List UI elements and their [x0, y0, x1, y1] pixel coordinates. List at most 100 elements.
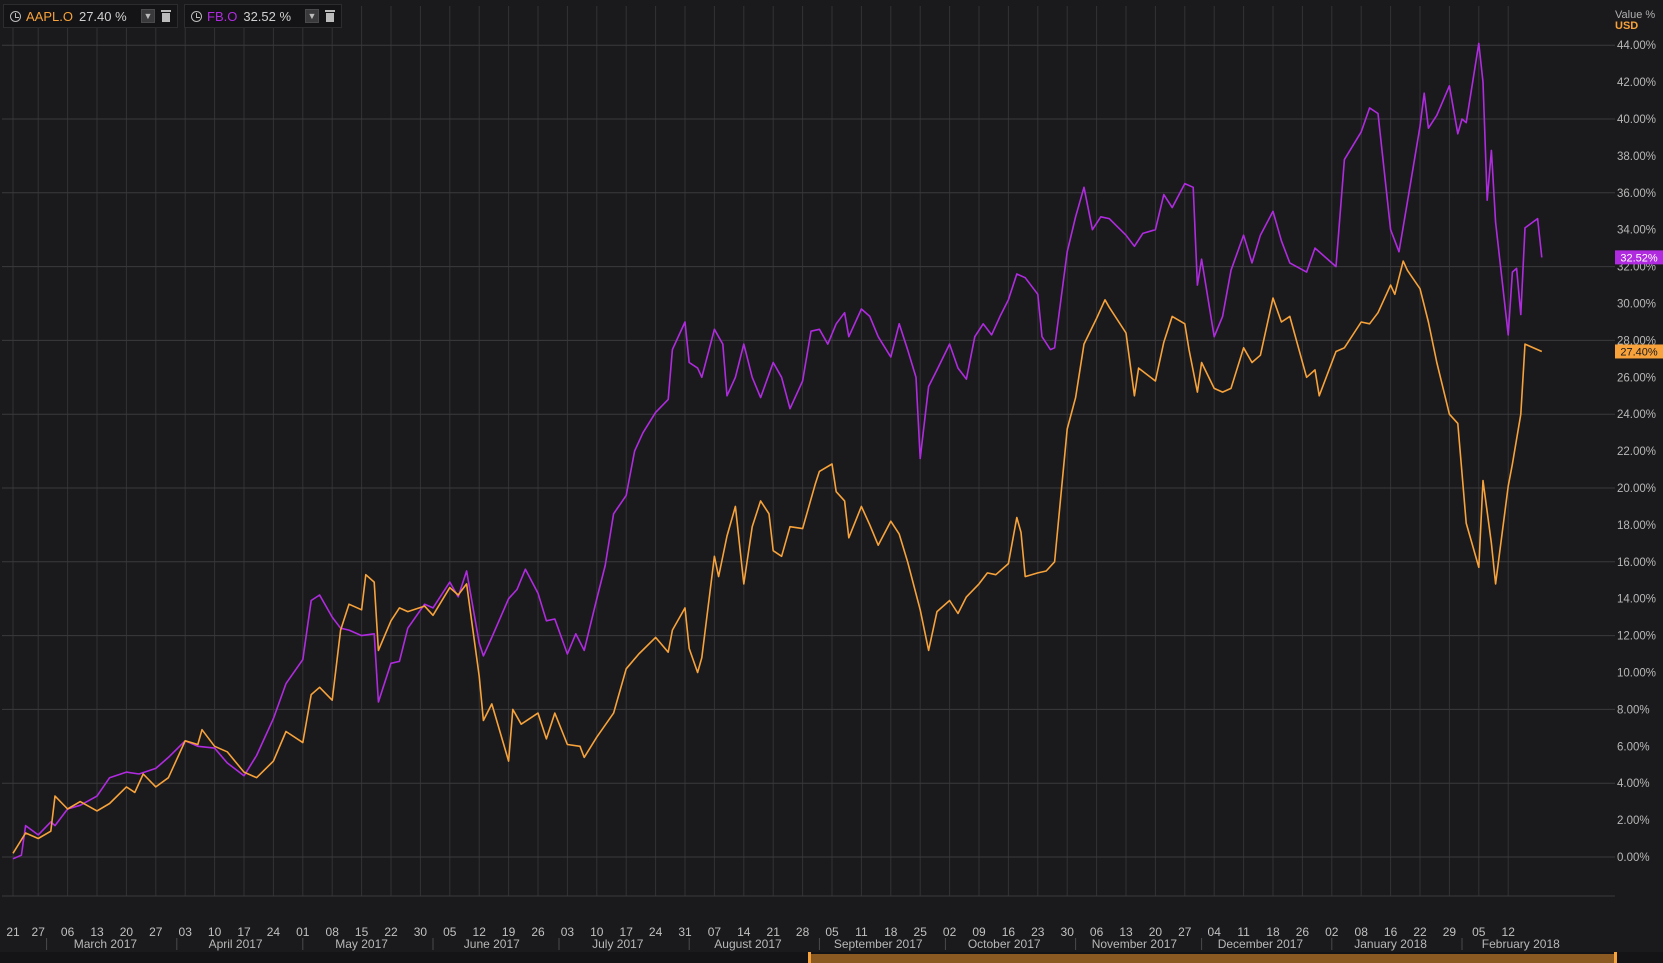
x-tick-label: 05 [443, 925, 457, 939]
month-label: September 2017 [834, 937, 923, 951]
clock-icon [10, 10, 21, 22]
x-tick-label: 26 [531, 925, 545, 939]
x-axis-tick-labels: 21 27 06 13 20 27 03 10 17 24 01 08 15 22 30 05 12 19 26 03… [6, 925, 1515, 939]
chevron-down-icon[interactable]: ▼ [305, 9, 319, 23]
x-tick-label: 10 [590, 925, 604, 939]
x-tick-label: 05 [1472, 925, 1486, 939]
x-tick-label: 24 [649, 925, 663, 939]
month-label: June 2017 [464, 937, 520, 951]
x-tick-label: 18 [1266, 925, 1280, 939]
y-tick-label: 16.00% [1617, 557, 1656, 569]
month-label: May 2017 [335, 937, 388, 951]
navigator-selection[interactable] [811, 954, 1615, 963]
x-tick-label: 17 [620, 925, 634, 939]
y-tick-label: 30.00% [1617, 299, 1656, 311]
x-tick-label: 27 [149, 925, 163, 939]
navigator-handle-right[interactable] [1614, 952, 1617, 963]
month-label: January 2018 [1354, 937, 1427, 951]
x-axis-month-labels: March 2017 April 2017 May 2017 June 2017 Jul… [46, 937, 1560, 951]
x-tick-label: 08 [326, 925, 340, 939]
x-tick-label: 23 [1031, 925, 1045, 939]
legend-item-fb[interactable]: FB.O 32.52 % ▼ [184, 4, 342, 28]
x-tick-label: 13 [1119, 925, 1133, 939]
y-tick-label: 6.00% [1617, 741, 1650, 753]
x-tick-label: 02 [1325, 925, 1339, 939]
x-tick-label: 10 [208, 925, 222, 939]
x-tick-label: 30 [414, 925, 428, 939]
x-tick-label: 31 [678, 925, 692, 939]
legend-item-aapl[interactable]: AAPL.O 27.40 % ▼ [3, 4, 178, 28]
x-tick-label: 27 [1178, 925, 1192, 939]
series-lines [12, 42, 1543, 860]
x-tick-label: 28 [796, 925, 810, 939]
x-tick-label: 29 [1443, 925, 1457, 939]
x-tick-label: 11 [1237, 925, 1250, 939]
x-tick-label: 17 [237, 925, 251, 939]
x-tick-label: 15 [355, 925, 369, 939]
month-label: July 2017 [592, 937, 644, 951]
x-tick-label: 12 [473, 925, 487, 939]
y-tick-label: 32.00% [1617, 262, 1656, 274]
navigator-handle-left[interactable] [808, 952, 811, 963]
trash-icon[interactable] [161, 10, 171, 22]
x-tick-label: 18 [884, 925, 898, 939]
month-label: February 2018 [1482, 937, 1560, 951]
x-tick-label: 16 [1002, 925, 1016, 939]
x-tick-label: 24 [267, 925, 281, 939]
y-tick-label: 44.00% [1617, 40, 1656, 52]
x-tick-label: 22 [384, 925, 398, 939]
month-label: November 2017 [1092, 937, 1178, 951]
last-value-badges: 32.52% 27.40% [1615, 250, 1663, 359]
y-tick-label: 4.00% [1617, 778, 1650, 790]
x-tick-label: 11 [855, 925, 868, 939]
last-value-badge: 32.52% [1620, 252, 1658, 264]
last-value-badge-bg [1615, 344, 1663, 359]
month-label: April 2017 [209, 937, 263, 951]
month-label: March 2017 [74, 937, 138, 951]
x-tick-label: 06 [61, 925, 75, 939]
clock-icon [191, 10, 202, 22]
legend-ticker-fb: FB.O [207, 8, 238, 24]
y-tick-label: 40.00% [1617, 114, 1656, 126]
x-tick-label: 07 [708, 925, 722, 939]
x-tick-label: 12 [1502, 925, 1516, 939]
y-tick-label: 12.00% [1617, 631, 1656, 643]
month-label: October 2017 [968, 937, 1041, 951]
y-tick-label: 42.00% [1617, 77, 1656, 89]
x-tick-label: 09 [972, 925, 986, 939]
x-tick-label: 20 [1149, 925, 1163, 939]
y-tick-label: 20.00% [1617, 483, 1656, 495]
legend-ticker-aapl: AAPL.O [26, 8, 73, 24]
y-tick-label: 34.00% [1617, 225, 1656, 237]
trash-icon[interactable] [325, 10, 335, 22]
y-axis-tick-labels: 0.00% 2.00% 4.00% 6.00% 8.00% 10.00% 12.00% 14.… [1617, 40, 1656, 864]
legend-value-aapl: 27.40 % [78, 8, 127, 24]
y-tick-label: 28.00% [1617, 335, 1656, 347]
y-tick-label: 2.00% [1617, 815, 1650, 827]
x-tick-label: 22 [1413, 925, 1427, 939]
x-tick-label: 21 [767, 925, 781, 939]
x-tick-label: 13 [90, 925, 104, 939]
y-tick-label: 26.00% [1617, 372, 1656, 384]
y-tick-label: 18.00% [1617, 520, 1656, 532]
y-tick-label: 36.00% [1617, 188, 1656, 200]
series-line-aaplo[interactable] [12, 260, 1543, 854]
x-tick-label: 03 [179, 925, 193, 939]
x-tick-label: 21 [6, 925, 20, 939]
y-tick-label: 10.00% [1617, 668, 1656, 680]
y-tick-label: 8.00% [1617, 704, 1650, 716]
x-tick-label: 03 [561, 925, 575, 939]
series-line-fbo[interactable] [12, 42, 1543, 860]
x-tick-label: 02 [943, 925, 957, 939]
y-axis-title: Value % [1615, 9, 1655, 21]
x-tick-label: 27 [32, 925, 46, 939]
x-tick-label: 26 [1296, 925, 1310, 939]
month-label: December 2017 [1218, 937, 1304, 951]
chevron-down-icon[interactable]: ▼ [141, 9, 155, 23]
x-tick-label: 14 [737, 925, 751, 939]
x-tick-label: 20 [120, 925, 134, 939]
x-tick-label: 05 [825, 925, 839, 939]
month-label: August 2017 [714, 937, 782, 951]
y-tick-label: 24.00% [1617, 409, 1656, 421]
